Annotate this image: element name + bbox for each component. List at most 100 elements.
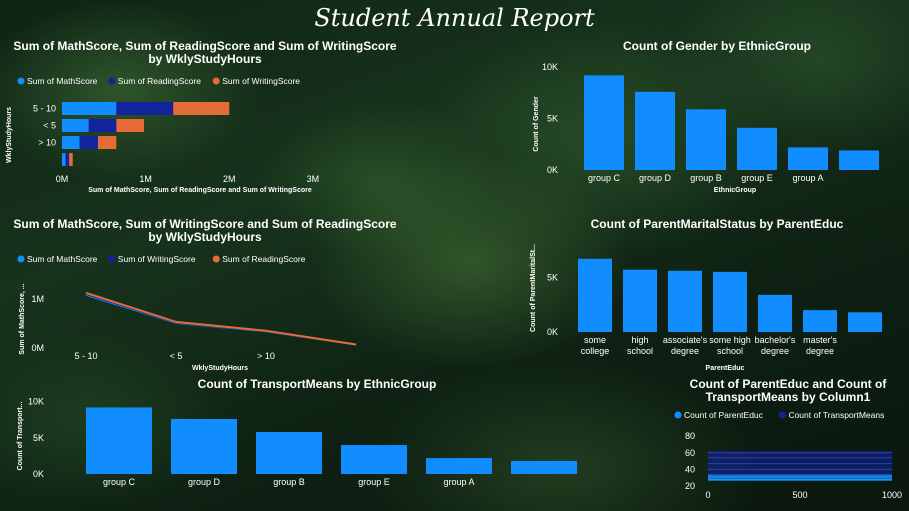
band-transportmeans <box>708 451 892 478</box>
y-tick-label: 5 - 10 <box>33 104 56 114</box>
series-line <box>85 291 357 346</box>
y-tick-label: 5K <box>547 114 558 124</box>
x-tick-label: group C <box>103 477 136 487</box>
bar <box>686 109 726 170</box>
x-tick-label: group E <box>741 173 773 183</box>
y-axis-label: Sum of MathScore, ... <box>19 283 26 354</box>
x-axis-label: Sum of MathScore, Sum of ReadingScore an… <box>88 187 312 194</box>
y-tick-label: 0K <box>547 327 558 337</box>
legend-label: Sum of ReadingScore <box>222 254 305 264</box>
x-tick-label: < 5 <box>170 351 183 361</box>
x-tick-label: > 10 <box>257 351 275 361</box>
bar-segment <box>62 136 80 149</box>
legend-marker <box>674 411 682 419</box>
legend-marker <box>17 255 25 263</box>
bar-segment <box>62 153 66 166</box>
x-tick-label: 1000 <box>882 490 902 500</box>
x-tick-label: 0 <box>705 490 710 500</box>
legend-marker <box>778 411 786 419</box>
legend-label: Sum of WritingScore <box>118 254 196 264</box>
bar <box>803 310 837 332</box>
y-axis-label: Count of Gender <box>533 96 540 151</box>
x-tick-label: 1M <box>139 174 152 184</box>
chart-gender-by-ethnic[interactable]: Count of Gender by EthnicGroup Count of G… <box>520 36 909 196</box>
chart-title: by WklyStudyHours <box>148 52 262 66</box>
x-tick-label: 0M <box>56 174 69 184</box>
chart-title: Count of Gender by EthnicGroup <box>623 39 811 53</box>
x-tick-label: high <box>631 335 648 345</box>
chart-title: Count of TransportMeans by EthnicGroup <box>198 377 437 391</box>
bar <box>584 75 624 170</box>
band-parenteduc <box>708 474 892 482</box>
chart-parenteduc-transport-by-column1[interactable]: Count of ParentEduc and Count ofTranspor… <box>660 374 909 509</box>
report-title: Student Annual Report <box>314 4 595 32</box>
y-axis-label: WklyStudyHours <box>6 107 13 163</box>
x-tick-label: school <box>717 346 743 356</box>
chart-scores-by-studyhours-line[interactable]: Sum of MathScore, Sum of WritingScore an… <box>0 214 450 379</box>
x-tick-label: 2M <box>223 174 236 184</box>
x-tick-label: some high <box>709 335 751 345</box>
y-tick-label: 80 <box>685 431 695 441</box>
x-tick-label: group A <box>443 477 474 487</box>
x-tick-label: degree <box>761 346 789 356</box>
x-tick-label: group A <box>792 173 823 183</box>
legend-marker <box>212 255 220 263</box>
bar <box>86 407 152 474</box>
chart-scores-by-studyhours-bar[interactable]: Sum of MathScore, Sum of ReadingScore an… <box>0 36 450 196</box>
bar <box>426 458 492 474</box>
y-tick-label: 10K <box>542 62 558 72</box>
chart-title: Count of ParentEduc and Count of <box>690 377 888 391</box>
x-tick-label: 3M <box>307 174 320 184</box>
bar <box>341 445 407 474</box>
x-tick-label: group D <box>188 477 221 487</box>
bar <box>256 432 322 474</box>
bar <box>713 271 747 332</box>
y-axis-label: Count of ParentMaritalSt... <box>530 244 537 332</box>
x-tick-label: school <box>627 346 653 356</box>
x-tick-label: degree <box>806 346 834 356</box>
chart-title: TransportMeans by Column1 <box>706 390 871 404</box>
x-axis-label: EthnicGroup <box>714 187 756 194</box>
bar <box>848 312 882 332</box>
x-tick-label: group E <box>358 477 390 487</box>
chart-transport-by-ethnic[interactable]: Count of TransportMeans by EthnicGroup Co… <box>0 374 630 494</box>
legend-marker <box>108 255 116 263</box>
y-tick-label: < 5 <box>43 121 56 131</box>
bar-segment <box>88 119 117 132</box>
x-tick-label: 500 <box>792 490 807 500</box>
bar-segment <box>65 153 70 166</box>
bar <box>635 91 675 170</box>
legend-label: Sum of WritingScore <box>222 76 300 86</box>
bar <box>839 150 879 170</box>
x-tick-label: group B <box>273 477 305 487</box>
chart-marital-by-parenteduc[interactable]: Count of ParentMaritalStatus by ParentEd… <box>520 214 909 374</box>
x-tick-label: bachelor's <box>755 335 796 345</box>
bar <box>171 418 237 474</box>
y-tick-label: 0K <box>33 469 44 479</box>
bar <box>737 127 777 170</box>
y-tick-label: 5K <box>547 272 558 282</box>
bar <box>788 147 828 170</box>
legend-marker <box>212 77 220 85</box>
x-tick-label: degree <box>671 346 699 356</box>
x-tick-label: group C <box>588 173 621 183</box>
bar-segment <box>69 153 73 166</box>
x-axis-label: ParentEduc <box>706 365 745 372</box>
y-tick-label: 0M <box>31 343 44 353</box>
y-tick-label: > 10 <box>38 138 56 148</box>
bar <box>511 460 577 474</box>
y-tick-label: 40 <box>685 464 695 474</box>
chart-title: by WklyStudyHours <box>148 230 262 244</box>
series-line <box>85 292 357 346</box>
x-tick-label: 5 - 10 <box>74 351 97 361</box>
bar-segment <box>116 119 144 132</box>
legend-label: Count of ParentEduc <box>684 410 764 420</box>
legend-label: Count of TransportMeans <box>788 410 884 420</box>
legend-label: Sum of ReadingScore <box>118 76 201 86</box>
y-tick-label: 60 <box>685 448 695 458</box>
x-tick-label: associate's <box>663 335 708 345</box>
x-tick-label: college <box>581 346 610 356</box>
bar <box>758 294 792 332</box>
y-tick-label: 0K <box>547 165 558 175</box>
chart-title: Count of ParentMaritalStatus by ParentEd… <box>591 217 844 231</box>
